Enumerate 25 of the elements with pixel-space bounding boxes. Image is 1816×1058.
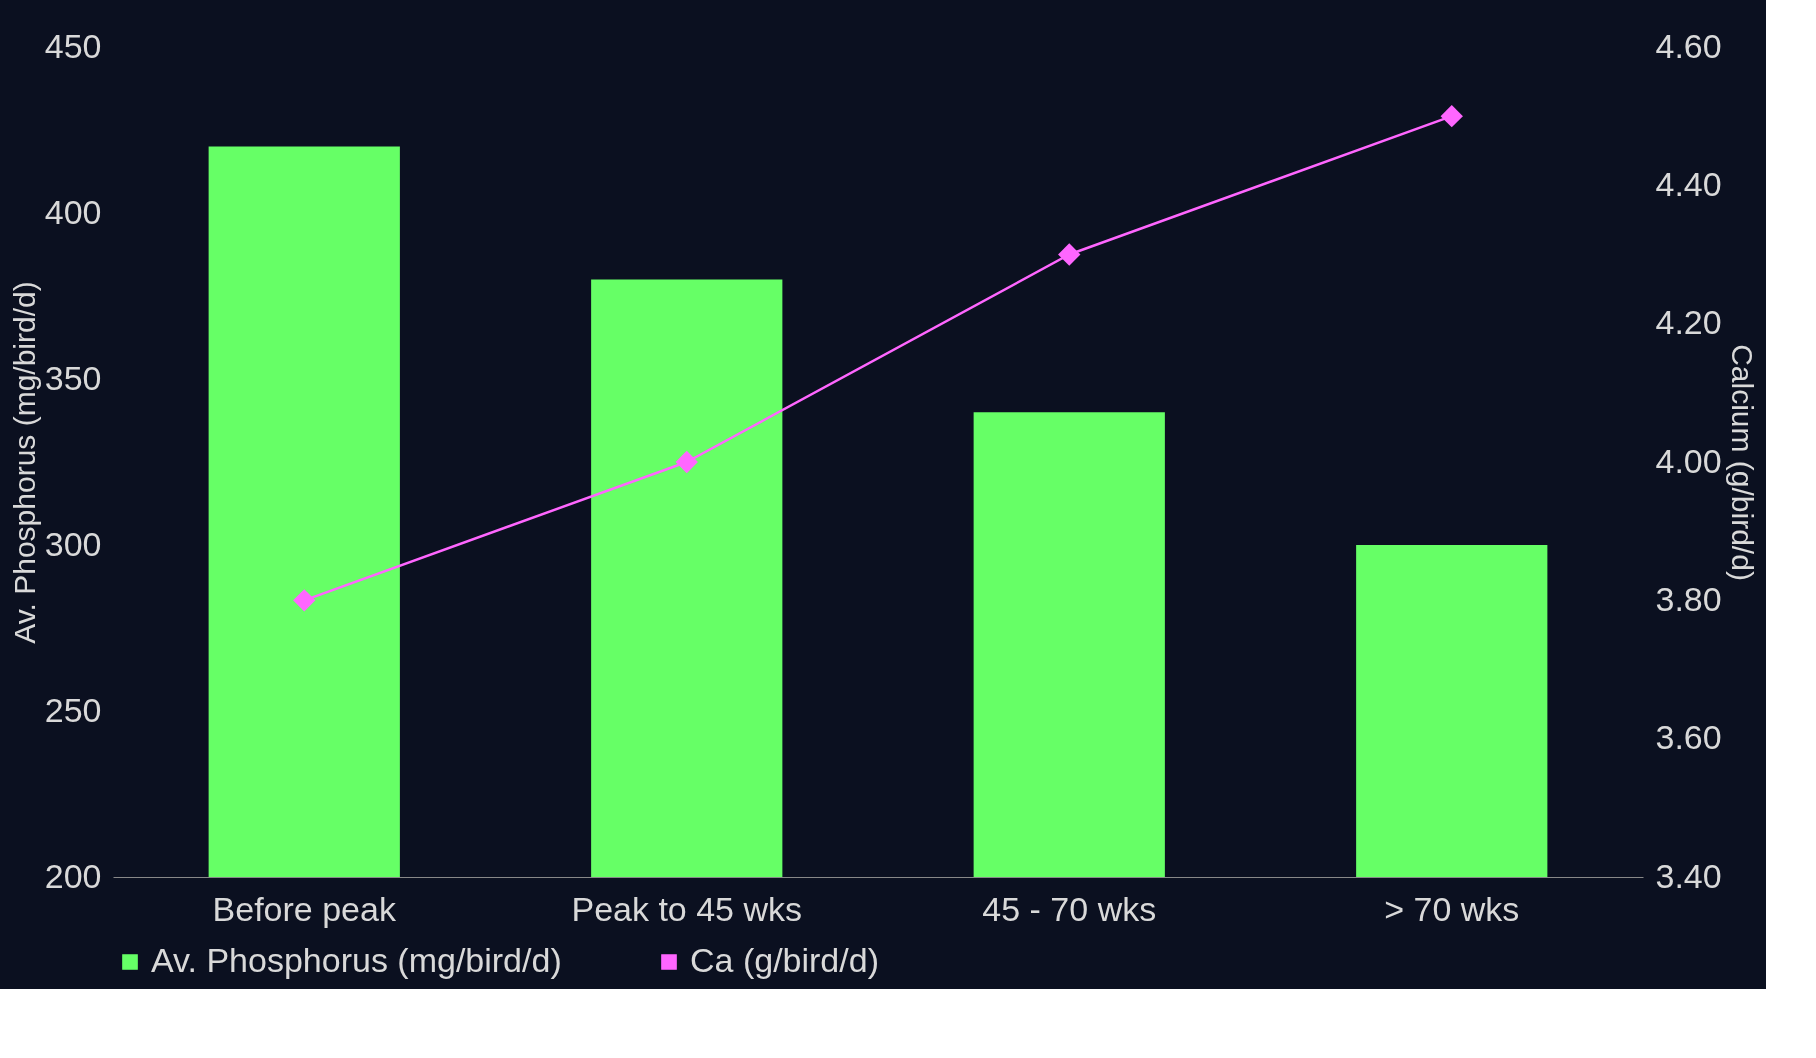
y2-tick-label: 3.80: [1655, 579, 1722, 618]
y-tick-label: 300: [44, 524, 102, 563]
y-tick-label: 400: [44, 192, 102, 231]
y-tick-label: 450: [44, 26, 102, 65]
point: [1058, 243, 1081, 266]
legend-label: Ca (g/bird/d): [690, 941, 879, 979]
x-tick-label: 45 - 70 wks: [982, 889, 1157, 928]
x-tick-label: Peak to 45 wks: [571, 889, 803, 928]
x-tick-label: > 70 wks: [1384, 889, 1520, 928]
y-tick-label: 200: [44, 856, 102, 895]
point: [293, 589, 316, 612]
x-tick-label: Before peak: [212, 889, 397, 928]
y-axis-title: Av. Phosphorus (mg/bird/d): [7, 281, 41, 644]
y-tick-label: 350: [44, 358, 102, 397]
point: [1440, 104, 1463, 128]
y2-tick-label: 3.60: [1655, 718, 1722, 757]
y2-tick-label: 4.60: [1655, 26, 1722, 65]
y2-axis-title: Calcium (g/bird/d): [1725, 344, 1759, 581]
y-tick-label: 250: [44, 690, 102, 729]
y2-tick-label: 4.40: [1655, 164, 1722, 203]
legend-label: Av. Phosphorus (mg/bird/d): [151, 941, 562, 979]
y2-tick-label: 4.00: [1655, 441, 1722, 480]
y2-tick-label: 4.20: [1655, 303, 1722, 342]
y2-tick-label: 3.40: [1655, 856, 1722, 895]
point: [675, 450, 698, 474]
